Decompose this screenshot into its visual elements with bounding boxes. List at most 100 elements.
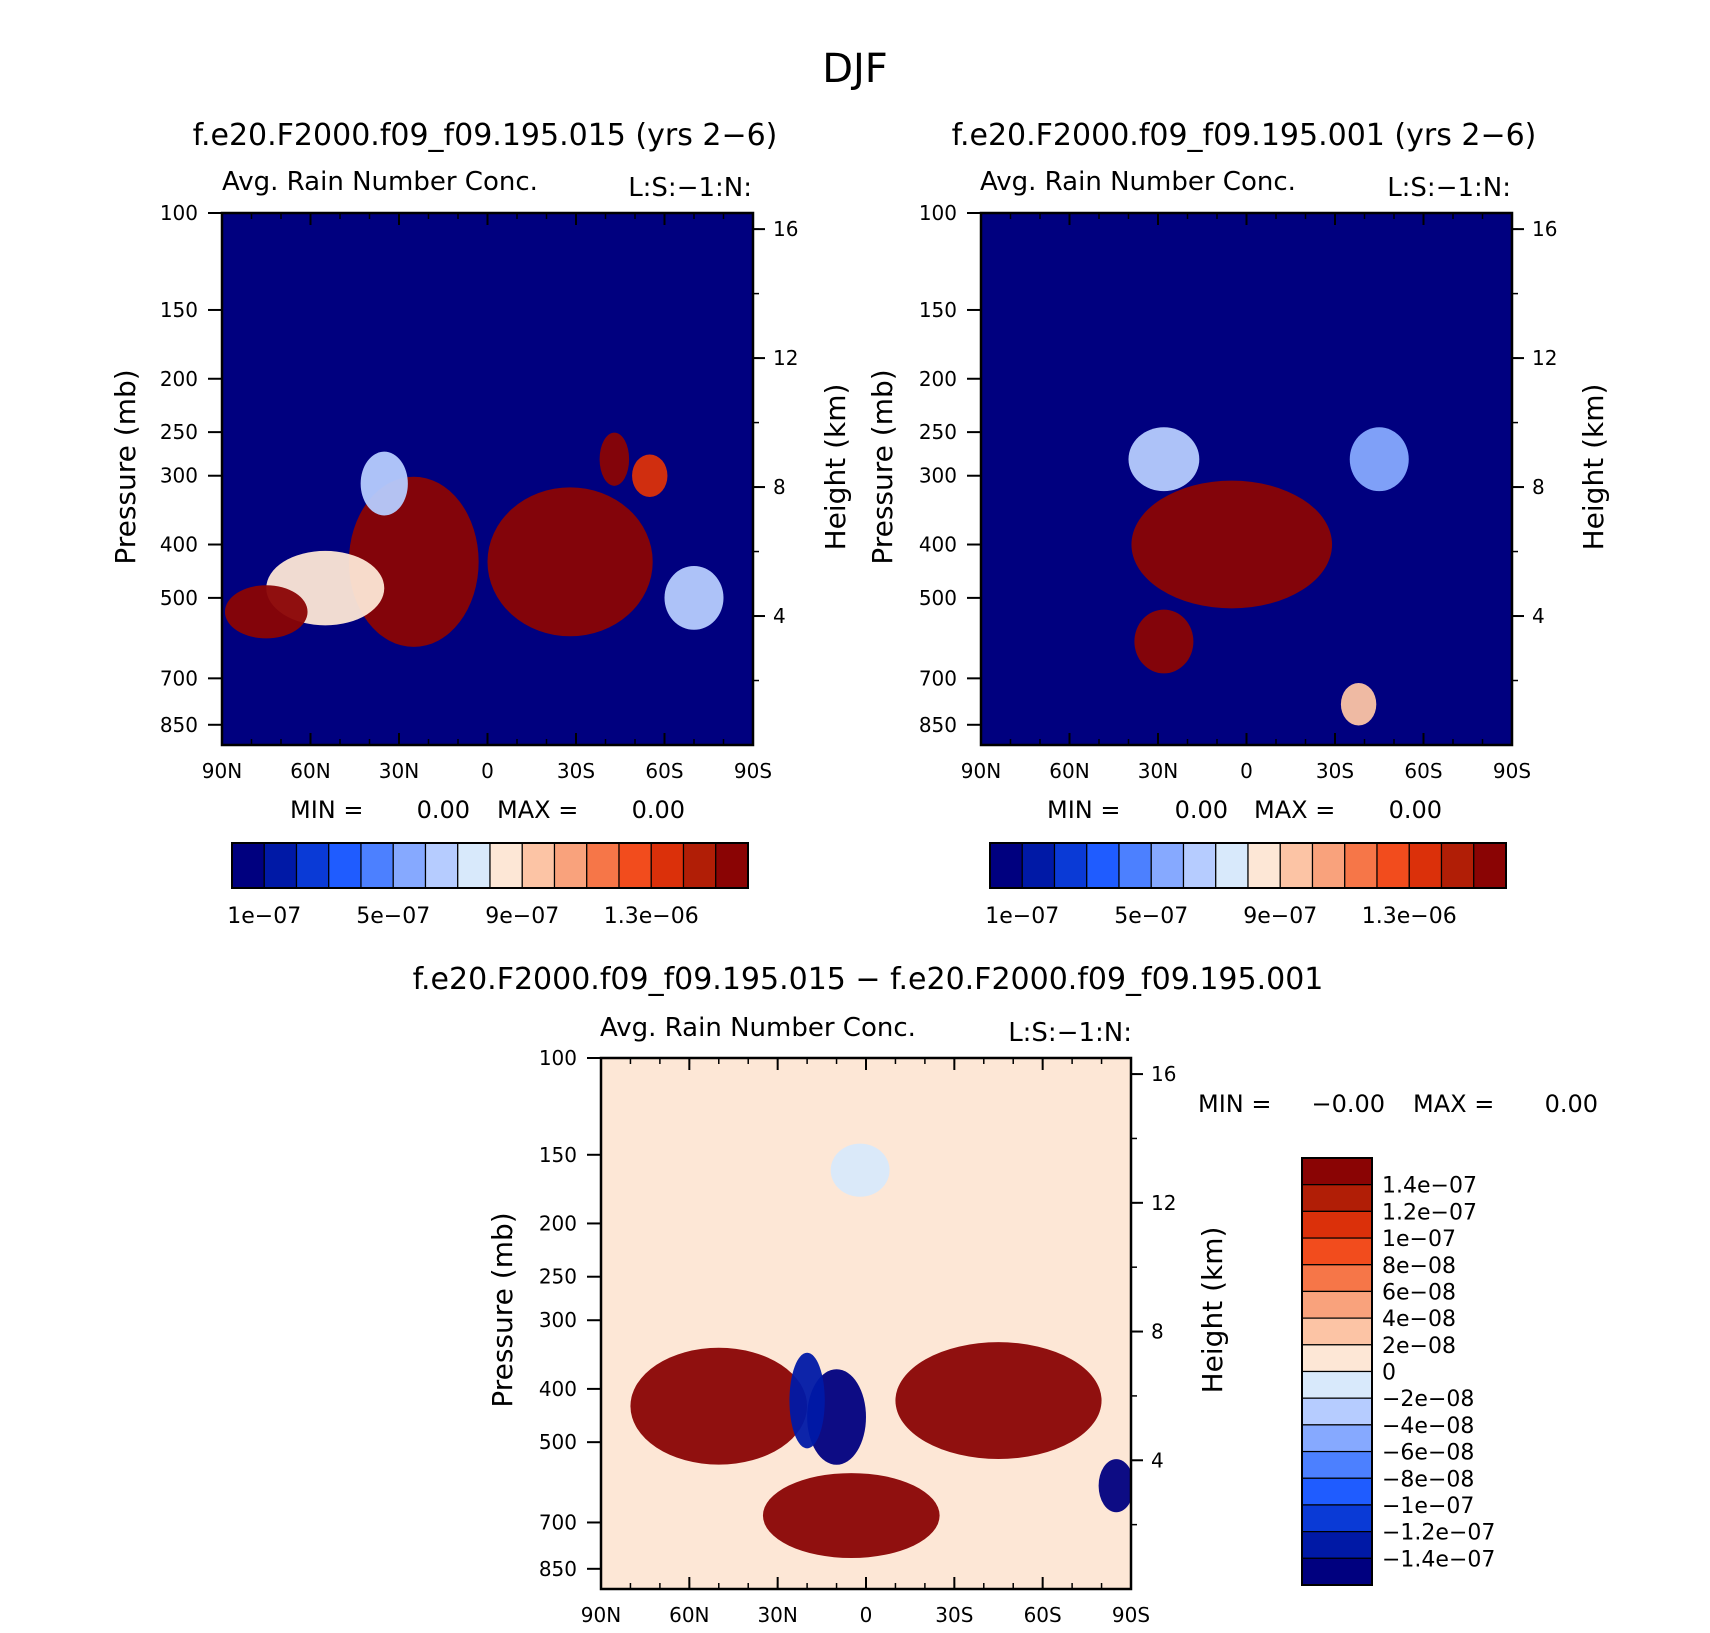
colorbar-box — [1215, 842, 1249, 889]
min-value: −0.00 — [1311, 1090, 1385, 1118]
y-right-tick-label: 4 — [1532, 604, 1545, 628]
colorbar-box — [989, 842, 1023, 889]
y-tick-label: 150 — [539, 1143, 577, 1167]
colorbar-box — [1247, 842, 1281, 889]
y-right-tick-label: 8 — [773, 475, 786, 499]
colorbar-box — [457, 842, 491, 889]
colorbar-box — [553, 842, 588, 889]
colorbar-box — [1021, 842, 1056, 889]
colorbar-box — [1301, 1210, 1373, 1239]
panel-subtitle-right: L:S:−1:N: — [1387, 173, 1511, 203]
colorbar-frame — [1301, 1157, 1373, 1586]
x-tick-label: 0 — [1240, 759, 1253, 783]
y-right-tick-label: 16 — [1532, 217, 1557, 241]
y-tick-label: 100 — [539, 1046, 577, 1070]
contour-region — [360, 451, 408, 516]
colorbar-label: 9e−07 — [1243, 904, 1317, 929]
contour-region — [348, 476, 479, 647]
contour-region — [487, 487, 653, 637]
y-axis-label: Pressure (mb) — [109, 369, 142, 564]
colorbar-box — [521, 842, 556, 889]
colorbar-box — [1150, 842, 1185, 889]
colorbar-label: −1.4e−07 — [1382, 1547, 1495, 1572]
panel-title: f.e20.F2000.f09_f09.195.015 (yrs 2−6) — [193, 118, 778, 153]
colorbar-box — [586, 842, 620, 889]
colorbar-label: 1e−07 — [1382, 1227, 1456, 1252]
x-tick-label: 30S — [1316, 759, 1354, 783]
y-tick-label: 850 — [919, 713, 957, 737]
y-tick-label: 250 — [919, 420, 957, 444]
x-tick-label: 90N — [581, 1603, 621, 1627]
x-tick-label: 30S — [935, 1603, 973, 1627]
y-tick-label: 500 — [919, 586, 957, 610]
colorbar-box — [1279, 842, 1314, 889]
contour-field — [630, 1143, 1131, 1559]
panel-title: f.e20.F2000.f09_f09.195.001 (yrs 2−6) — [952, 118, 1537, 153]
colorbar-box — [1301, 1184, 1373, 1212]
colorbar-box — [1344, 842, 1378, 889]
contour-region — [1349, 427, 1409, 492]
y-tick-label: 400 — [539, 1377, 577, 1401]
colorbar-label: 5e−07 — [356, 904, 430, 929]
y-tick-label: 850 — [160, 713, 198, 737]
y-right-tick-label: 8 — [1532, 475, 1545, 499]
colorbar-label: 1e−07 — [227, 904, 301, 929]
x-tick-label: 90S — [1112, 1603, 1150, 1627]
y-right-tick-label: 12 — [1151, 1191, 1176, 1215]
x-tick-label: 60S — [1024, 1603, 1062, 1627]
y-tick-label: 200 — [539, 1211, 577, 1235]
colorbar-label: 0 — [1382, 1361, 1396, 1386]
colorbar-box — [231, 842, 265, 889]
field-background — [981, 213, 1512, 745]
y-tick-label: 700 — [539, 1510, 577, 1534]
colorbar-box — [1440, 842, 1475, 889]
colorbar-box — [618, 842, 652, 889]
x-tick-label: 30N — [379, 759, 419, 783]
colorbar-box — [1118, 842, 1152, 889]
x-tick-label: 60N — [669, 1603, 709, 1627]
colorbar-box — [1301, 1424, 1373, 1453]
contour-region — [664, 565, 724, 630]
y-right-tick-label: 12 — [773, 346, 798, 370]
contour-region — [1128, 427, 1200, 492]
contour-region — [762, 1473, 940, 1559]
panel-subtitle-left: Avg. Rain Number Conc. — [600, 1013, 916, 1043]
max-label: MAX = — [497, 796, 578, 824]
contour-region — [599, 432, 630, 486]
colorbar-box — [1301, 1450, 1373, 1479]
y-tick-label: 150 — [160, 298, 198, 322]
colorbar-box — [1182, 842, 1217, 889]
panel-subtitle-right: L:S:−1:N: — [628, 173, 752, 203]
colorbar-box — [1301, 1477, 1373, 1506]
colorbar-box — [650, 842, 685, 889]
colorbar-label: 1e−07 — [985, 904, 1059, 929]
colorbar-label: 9e−07 — [485, 904, 559, 929]
y-tick-label: 300 — [919, 464, 957, 488]
y-right-tick-label: 16 — [1151, 1062, 1176, 1086]
y-tick-label: 250 — [539, 1265, 577, 1289]
colorbar-box — [392, 842, 427, 889]
x-tick-label: 60N — [290, 759, 330, 783]
y-axis-label: Pressure (mb) — [486, 1212, 519, 1407]
x-tick-label: 30N — [757, 1603, 797, 1627]
y-tick-label: 200 — [919, 367, 957, 391]
panel-subtitle-left: Avg. Rain Number Conc. — [980, 167, 1296, 197]
y-right-tick-label: 4 — [773, 604, 786, 628]
colorbar-label: 8e−08 — [1382, 1254, 1456, 1279]
colorbar-box — [715, 842, 749, 889]
colorbar-box — [360, 842, 394, 889]
colorbar-box — [1311, 842, 1346, 889]
colorbar-box — [1301, 1397, 1373, 1426]
colorbar-box — [1301, 1264, 1373, 1293]
colorbar-box — [1301, 1370, 1373, 1399]
contour-region — [789, 1352, 825, 1449]
x-tick-label: 90N — [202, 759, 242, 783]
y-tick-label: 200 — [160, 367, 198, 391]
x-tick-label: 60S — [645, 759, 683, 783]
min-value: 0.00 — [417, 796, 470, 824]
y-tick-label: 500 — [539, 1430, 577, 1454]
y-tick-label: 400 — [919, 533, 957, 557]
max-value: 0.00 — [1545, 1090, 1598, 1118]
colorbar-box — [263, 842, 298, 889]
